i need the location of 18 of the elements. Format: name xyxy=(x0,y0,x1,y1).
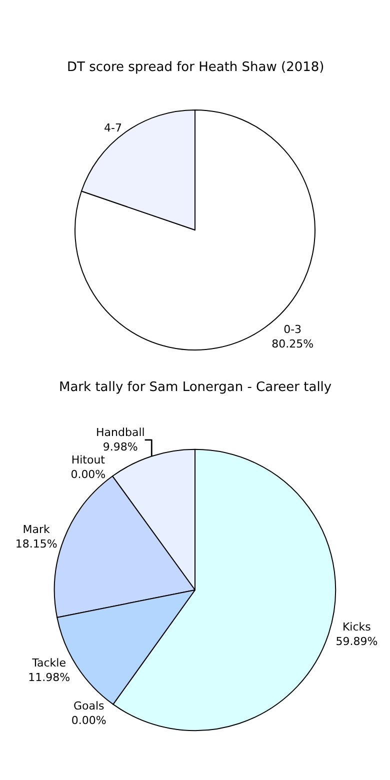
chart-title: DT score spread for Heath Shaw (2018) xyxy=(67,60,324,75)
category-label: Goals xyxy=(73,700,104,713)
slice-label: Handball xyxy=(96,426,145,440)
data-label: 11.98% xyxy=(28,670,70,684)
data-label: 18.15% xyxy=(15,538,58,551)
slice-label: 0-3 xyxy=(284,323,302,336)
slice-label: 4-7 xyxy=(104,122,122,135)
data-label: 9.98% xyxy=(102,440,138,454)
text: 0.00% xyxy=(71,714,106,727)
slice-label: Kicks xyxy=(342,620,372,634)
slice-label: Mark xyxy=(22,523,50,536)
text: 0.00% xyxy=(70,468,106,481)
category-label: Hitout xyxy=(71,454,105,467)
slice-label: Tackle xyxy=(31,656,66,670)
pie-slice xyxy=(74,110,316,350)
data-label: 59.89% xyxy=(336,634,378,648)
data-label: 80.25% xyxy=(272,337,314,350)
chart-title: Mark tally for Sam Lonergan - Career tally xyxy=(59,380,332,395)
